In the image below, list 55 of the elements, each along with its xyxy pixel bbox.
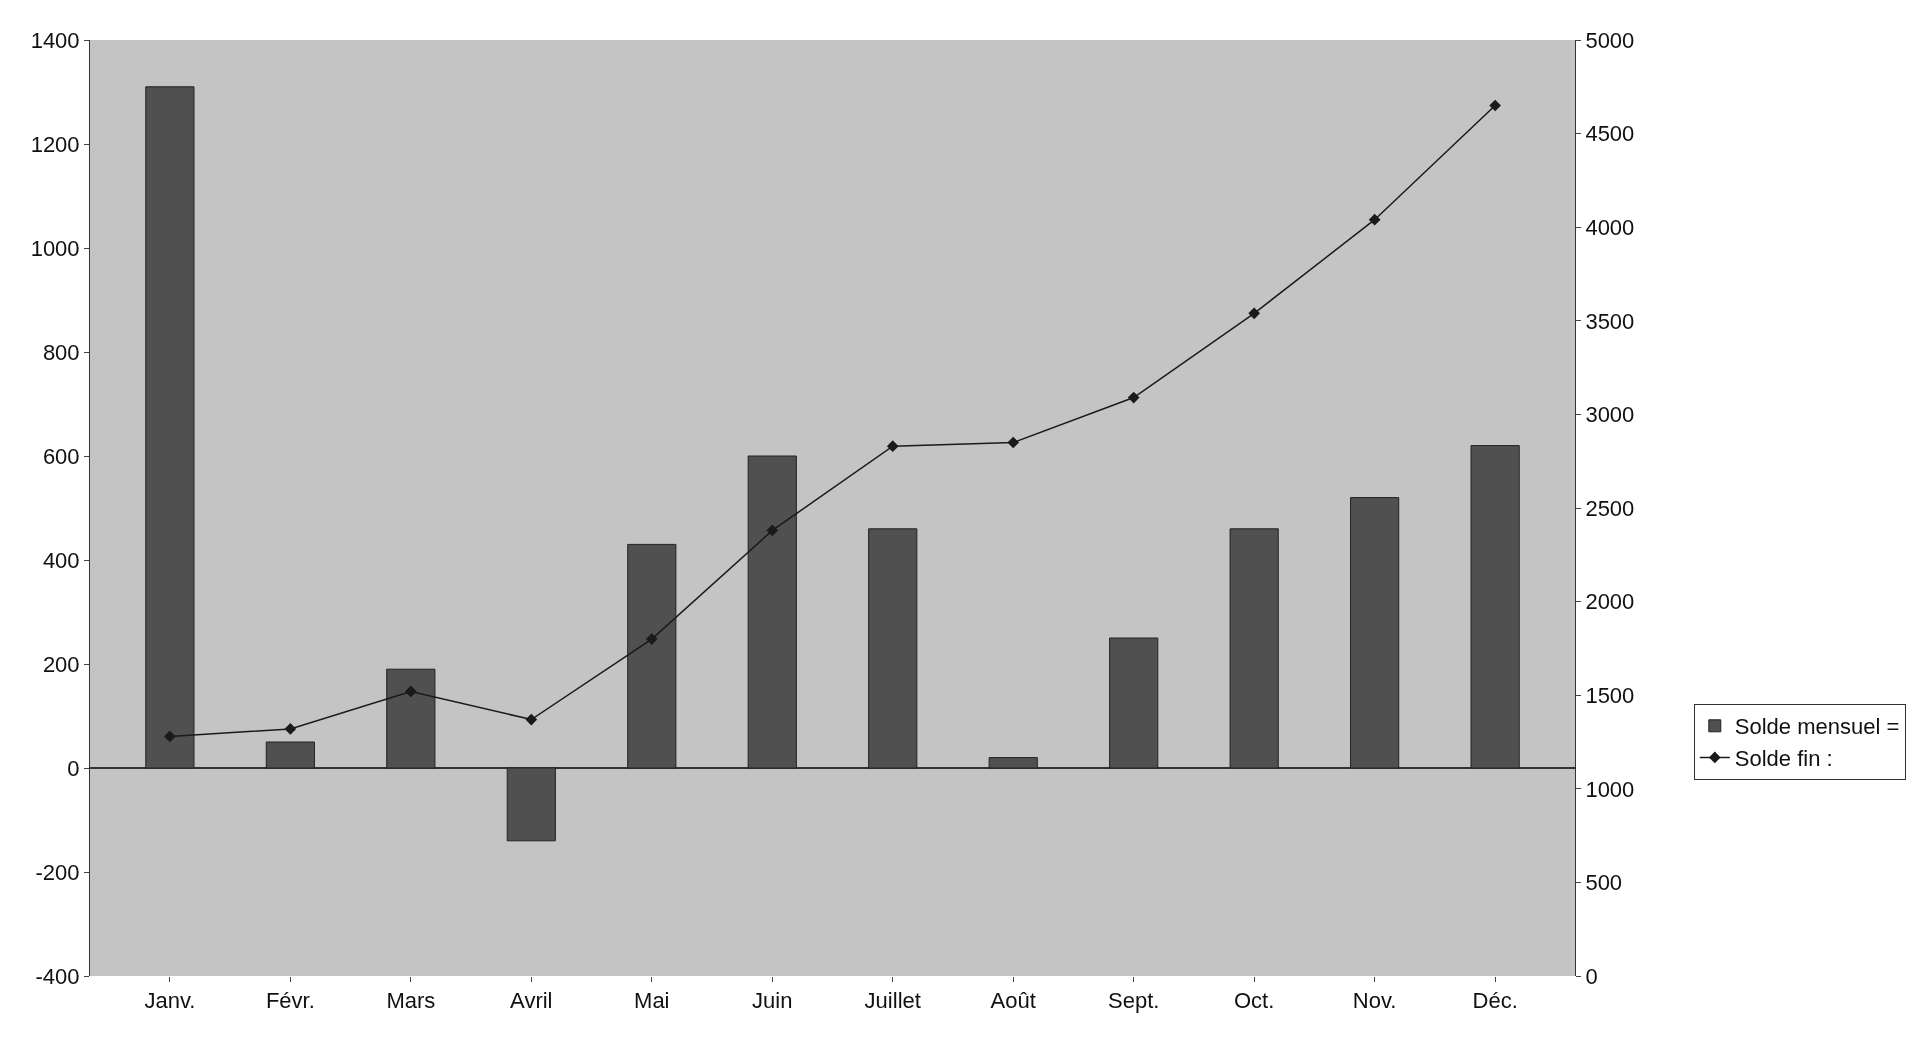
- point: [1368, 213, 1381, 226]
- x-tick-label: Févr.: [265, 988, 315, 1014]
- y-tick-label: 1000: [30, 235, 80, 261]
- bar: [1109, 637, 1159, 769]
- y-tick-label: -400: [35, 963, 80, 989]
- x-tick-label: Janv.: [144, 988, 196, 1014]
- x-tick-label: Nov.: [1352, 988, 1397, 1014]
- bar: [1350, 497, 1400, 769]
- y2-tick-label: 5000: [1585, 27, 1635, 53]
- y-tick-label: 400: [42, 547, 80, 573]
- bar: [265, 741, 315, 769]
- bar: [1470, 445, 1520, 769]
- y-tick-label: 1200: [30, 131, 80, 157]
- x-tick-label: Déc.: [1472, 988, 1518, 1014]
- x-tick-label: Mai: [634, 988, 670, 1014]
- point: [404, 685, 417, 698]
- legend-label: Solde mensuel =: [1734, 714, 1900, 740]
- bar: [506, 767, 556, 842]
- y-tick-label: 200: [42, 651, 80, 677]
- y-tick-label: 800: [42, 339, 80, 365]
- point: [886, 440, 899, 453]
- y2-tick-label: 0: [1585, 963, 1598, 989]
- y2-tick-label: 4000: [1585, 214, 1635, 240]
- y2-tick-label: 2500: [1585, 495, 1635, 521]
- y2-tick-label: 2000: [1585, 589, 1635, 615]
- point: [525, 713, 538, 726]
- x-tick-label: Juin: [752, 988, 793, 1014]
- point: [766, 524, 779, 537]
- y2-tick-label: 3500: [1585, 308, 1635, 334]
- y2-tick-label: 4500: [1585, 121, 1635, 147]
- legend-label: Solde fin :: [1734, 745, 1833, 771]
- y-tick-label: 0: [67, 755, 80, 781]
- y-tick-label: -200: [35, 859, 80, 885]
- point: [1007, 436, 1020, 449]
- bar: [988, 757, 1038, 769]
- y2-tick-label: 1000: [1585, 776, 1635, 802]
- y-tick-label: 1400: [30, 27, 80, 53]
- point: [1248, 307, 1261, 320]
- x-tick-label: Mars: [386, 988, 436, 1014]
- x-tick-label: Août: [990, 988, 1036, 1014]
- bar: [868, 528, 918, 769]
- x-tick-label: Sept.: [1108, 988, 1160, 1014]
- x-tick-label: Juillet: [864, 988, 921, 1014]
- point: [284, 723, 297, 735]
- y2-tick-label: 500: [1585, 870, 1623, 896]
- point: [1489, 99, 1501, 112]
- bar: [1229, 528, 1279, 769]
- point: [645, 633, 658, 645]
- y2-tick-label: 1500: [1585, 682, 1635, 708]
- x-tick-label: Avril: [510, 988, 553, 1014]
- point: [1127, 391, 1140, 404]
- y2-tick-label: 3000: [1585, 402, 1635, 428]
- y-tick-label: 600: [42, 443, 80, 469]
- point: [164, 730, 176, 743]
- x-tick-label: Oct.: [1234, 988, 1275, 1014]
